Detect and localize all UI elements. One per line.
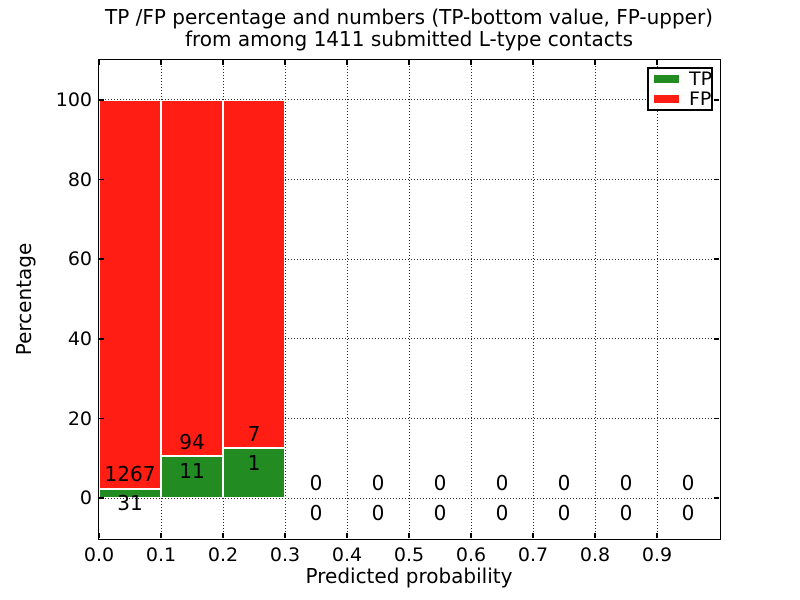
x-tick-label: 0.2 [207, 544, 239, 566]
y-tick-mark [99, 497, 104, 499]
y-tick-label: 0 [79, 487, 92, 510]
legend-entry: TP [649, 67, 713, 90]
y-tick-mark [714, 178, 719, 181]
x-tick-mark [470, 60, 472, 65]
x-tick-mark [160, 533, 162, 538]
tp-count-label: 1 [247, 451, 261, 476]
gridline-vertical [470, 60, 472, 538]
y-tick-mark [99, 178, 104, 181]
gridline-vertical [408, 60, 410, 538]
x-tick-label: 0.3 [269, 544, 301, 566]
x-tick-mark [656, 60, 658, 65]
x-tick-mark [98, 533, 100, 538]
y-tick-mark [99, 338, 104, 340]
gridline-vertical [532, 60, 534, 538]
fp-count-label: 0 [681, 471, 695, 496]
tp-count-label: 0 [495, 500, 509, 525]
gridline-horizontal [99, 179, 719, 180]
x-tick-mark [532, 533, 534, 538]
chart-title-line2: from among 1411 submitted L-type contact… [184, 27, 634, 51]
x-tick-mark [346, 533, 348, 538]
x-tick-mark [594, 533, 596, 538]
bar-segment-fp [161, 99, 223, 457]
y-tick-label: 60 [67, 248, 92, 271]
x-tick-label: 0.1 [145, 544, 177, 566]
chart-title-line1: TP /FP percentage and numbers (TP-bottom… [105, 5, 713, 29]
fp-count-label: 0 [495, 471, 509, 496]
gridline-vertical [594, 60, 596, 538]
tp-count-label: 0 [371, 500, 385, 525]
gridline-horizontal [99, 418, 719, 419]
fp-count-label: 94 [179, 429, 205, 454]
x-tick-mark [470, 533, 472, 538]
x-tick-mark [408, 60, 410, 65]
x-tick-mark [408, 533, 410, 538]
y-tick-mark [714, 497, 719, 499]
tp-count-label: 0 [681, 500, 695, 525]
x-tick-mark [284, 533, 286, 538]
fp-count-label: 0 [433, 471, 447, 496]
y-tick-mark [714, 338, 719, 340]
y-tick-mark [99, 417, 104, 420]
y-tick-label: 40 [67, 327, 92, 350]
tp-count-label: 11 [179, 459, 205, 484]
fp-count-label: 0 [619, 471, 633, 496]
bar-segment-tp [161, 456, 223, 499]
gridline-vertical [346, 60, 348, 538]
x-tick-mark [346, 60, 348, 65]
fp-count-label: 1267 [104, 461, 156, 486]
legend-entry: FP [649, 87, 712, 110]
x-tick-label: 0.4 [331, 544, 363, 566]
x-tick-mark [532, 60, 534, 65]
bar-segment-fp [223, 99, 285, 449]
x-tick-mark [284, 60, 286, 65]
legend-swatch-fp [654, 95, 679, 103]
tp-count-label: 0 [619, 500, 633, 525]
x-tick-label: 0.8 [579, 544, 611, 566]
gridline-vertical [284, 60, 286, 538]
tp-count-label: 0 [309, 500, 323, 525]
y-tick-label: 20 [67, 407, 92, 430]
legend: TP FP [647, 67, 713, 111]
tp-count-label: 0 [557, 500, 571, 525]
legend-label: TP [689, 67, 713, 90]
legend-swatch-tp [654, 75, 679, 83]
x-tick-mark [656, 533, 658, 538]
fp-count-label: 0 [557, 471, 571, 496]
fp-count-label: 0 [371, 471, 385, 496]
y-tick-mark [714, 417, 719, 420]
gridline-horizontal [99, 497, 719, 499]
x-tick-mark [160, 60, 162, 65]
x-tick-mark [222, 533, 224, 538]
x-tick-mark [594, 60, 596, 65]
x-tick-label: 0.7 [517, 544, 549, 566]
x-tick-mark [98, 60, 100, 65]
y-tick-mark [714, 99, 719, 101]
x-axis-label: Predicted probability [305, 564, 513, 588]
gridline-vertical [656, 60, 658, 538]
chart-title: TP /FP percentage and numbers (TP-bottom… [99, 6, 719, 50]
x-tick-label: 0.5 [393, 544, 425, 566]
x-tick-label: 0.6 [455, 544, 487, 566]
y-tick-mark [714, 258, 719, 260]
gridline-horizontal [99, 99, 719, 101]
gridline-horizontal [99, 258, 719, 260]
gridline-horizontal [99, 338, 719, 340]
y-tick-mark [99, 258, 104, 260]
tp-count-label: 0 [433, 500, 447, 525]
x-tick-mark [222, 60, 224, 65]
fp-count-label: 0 [309, 471, 323, 496]
fp-count-label: 7 [247, 421, 261, 446]
x-tick-label: 0.9 [641, 544, 673, 566]
y-tick-mark [99, 99, 104, 101]
tp-count-label: 31 [117, 491, 143, 516]
legend-label: FP [689, 87, 712, 110]
y-tick-label: 80 [67, 168, 92, 191]
plot-area: 1267 31 94 11 7 1 0 0 0 0 0 0 0 0 0 0 0 0 0 0 [97, 58, 721, 540]
x-tick-label: 0.0 [83, 544, 115, 566]
y-tick-label: 100 [55, 88, 92, 111]
bar-segment-fp [99, 99, 161, 489]
